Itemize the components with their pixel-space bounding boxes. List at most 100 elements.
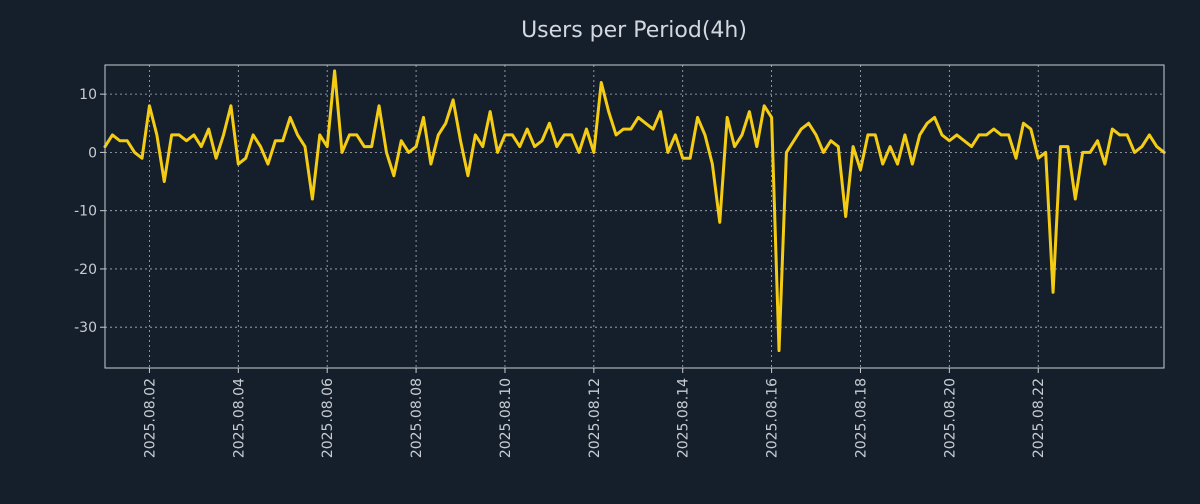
data-point — [748, 110, 751, 113]
data-point — [1155, 145, 1158, 148]
data-point — [437, 133, 440, 137]
data-point — [126, 139, 129, 142]
data-point — [1029, 127, 1033, 131]
data-point — [192, 133, 196, 137]
x-tick-label: 2025.08.12 — [587, 378, 603, 458]
data-point — [881, 162, 884, 166]
data-point — [600, 81, 603, 84]
data-point — [311, 197, 314, 201]
data-point — [200, 145, 203, 148]
data-point — [385, 151, 388, 154]
data-point — [355, 133, 359, 137]
data-point — [844, 215, 847, 218]
data-point — [703, 133, 707, 137]
data-point — [459, 139, 462, 142]
data-point — [214, 157, 218, 160]
data-point — [303, 145, 307, 148]
data-point — [592, 151, 596, 154]
data-point — [326, 145, 329, 148]
data-point — [281, 139, 284, 142]
data-point — [992, 127, 996, 131]
data-point — [859, 168, 862, 172]
data-point — [770, 116, 773, 119]
data-point — [1133, 151, 1136, 154]
data-point — [370, 145, 373, 148]
data-point — [296, 133, 299, 137]
data-point — [496, 151, 499, 154]
data-point — [318, 133, 321, 137]
data-point — [259, 145, 262, 148]
data-point — [1014, 157, 1018, 160]
data-point — [940, 133, 944, 137]
data-point — [903, 133, 907, 137]
data-point — [392, 174, 396, 177]
data-point — [540, 139, 544, 142]
data-point — [1148, 133, 1151, 137]
data-point — [118, 139, 122, 142]
data-point — [888, 145, 892, 148]
data-point — [733, 145, 736, 148]
data-point — [185, 139, 188, 142]
data-point — [851, 145, 855, 148]
data-point — [622, 127, 625, 131]
data-points — [103, 69, 1166, 352]
data-point — [696, 116, 699, 119]
y-tick-label: -30 — [74, 320, 97, 336]
data-point — [518, 145, 521, 148]
data-point — [837, 145, 840, 148]
data-point — [400, 139, 403, 142]
data-point — [807, 122, 810, 125]
data-point — [800, 127, 803, 131]
plot-frame — [104, 64, 1165, 369]
x-tick-label: 2025.08.20 — [942, 378, 958, 458]
data-point — [614, 133, 618, 137]
data-point — [177, 133, 181, 137]
data-point — [340, 151, 344, 154]
data-point — [681, 157, 684, 160]
data-point — [1022, 122, 1025, 125]
data-point — [563, 133, 566, 137]
series-line — [103, 69, 1166, 353]
y-tick-label: -20 — [74, 262, 97, 278]
x-tick-label: 2025.08.10 — [498, 378, 514, 458]
data-point — [407, 151, 410, 154]
data-point — [607, 110, 610, 113]
data-point — [1103, 162, 1107, 166]
data-point — [274, 139, 277, 142]
data-point — [444, 122, 447, 125]
data-point — [1096, 139, 1099, 142]
data-point — [977, 133, 981, 137]
data-point — [251, 133, 255, 137]
data-point — [1088, 151, 1092, 154]
data-point — [348, 133, 351, 137]
grid-layer — [105, 65, 1164, 368]
data-point — [570, 133, 573, 137]
data-point — [155, 133, 159, 137]
data-point — [822, 151, 825, 154]
data-point — [474, 133, 477, 137]
data-point — [785, 151, 788, 154]
data-point — [674, 133, 677, 137]
data-point — [718, 221, 721, 224]
data-point — [1118, 133, 1121, 137]
data-point — [1059, 145, 1062, 148]
data-point — [896, 162, 899, 166]
data-point — [711, 162, 714, 166]
y-tick-label: 10 — [79, 87, 97, 103]
data-point — [1081, 151, 1084, 154]
data-point — [629, 127, 633, 131]
data-point — [925, 122, 929, 125]
data-point — [666, 151, 670, 154]
data-point — [1007, 133, 1010, 137]
data-point — [488, 110, 492, 113]
data-point — [266, 162, 270, 166]
data-point — [577, 151, 581, 154]
data-point — [874, 133, 877, 137]
data-point — [763, 104, 766, 107]
x-tick-label: 2025.08.02 — [142, 378, 158, 458]
data-point — [555, 145, 559, 148]
data-point — [911, 162, 914, 166]
data-point — [133, 151, 136, 154]
data-point — [814, 133, 818, 137]
